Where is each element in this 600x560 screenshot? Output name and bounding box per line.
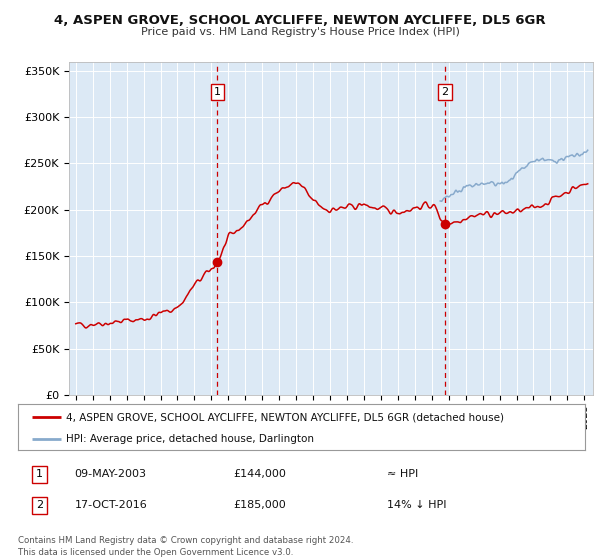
- Text: 09-MAY-2003: 09-MAY-2003: [75, 469, 146, 479]
- Text: £185,000: £185,000: [233, 500, 286, 510]
- Text: 1: 1: [214, 87, 221, 97]
- Text: £144,000: £144,000: [233, 469, 286, 479]
- Text: Contains HM Land Registry data © Crown copyright and database right 2024.: Contains HM Land Registry data © Crown c…: [18, 536, 353, 545]
- Text: 1: 1: [36, 469, 43, 479]
- Text: 14% ↓ HPI: 14% ↓ HPI: [386, 500, 446, 510]
- Text: 4, ASPEN GROVE, SCHOOL AYCLIFFE, NEWTON AYCLIFFE, DL5 6GR (detached house): 4, ASPEN GROVE, SCHOOL AYCLIFFE, NEWTON …: [66, 412, 504, 422]
- Text: 4, ASPEN GROVE, SCHOOL AYCLIFFE, NEWTON AYCLIFFE, DL5 6GR: 4, ASPEN GROVE, SCHOOL AYCLIFFE, NEWTON …: [54, 14, 546, 27]
- Text: 17-OCT-2016: 17-OCT-2016: [75, 500, 148, 510]
- Text: 2: 2: [442, 87, 449, 97]
- Text: 2: 2: [36, 500, 43, 510]
- Text: Price paid vs. HM Land Registry's House Price Index (HPI): Price paid vs. HM Land Registry's House …: [140, 27, 460, 37]
- Text: HPI: Average price, detached house, Darlington: HPI: Average price, detached house, Darl…: [66, 434, 314, 444]
- Text: ≈ HPI: ≈ HPI: [386, 469, 418, 479]
- Text: This data is licensed under the Open Government Licence v3.0.: This data is licensed under the Open Gov…: [18, 548, 293, 557]
